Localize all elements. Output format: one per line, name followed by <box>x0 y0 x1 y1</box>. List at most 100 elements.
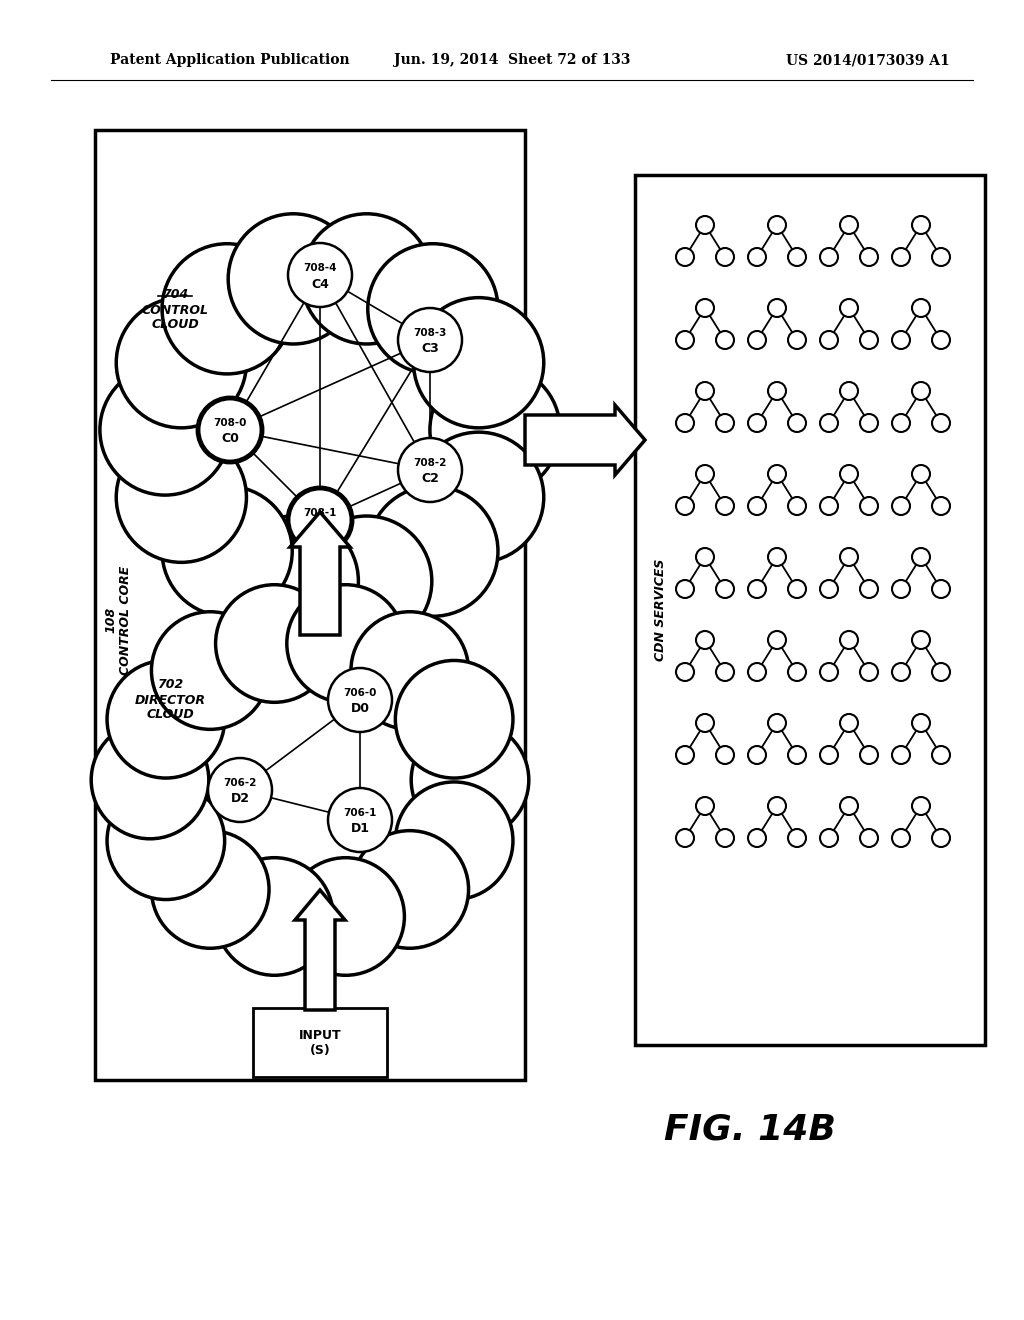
Circle shape <box>932 248 950 267</box>
Circle shape <box>748 331 766 348</box>
Circle shape <box>748 414 766 432</box>
Circle shape <box>932 579 950 598</box>
Circle shape <box>328 788 392 851</box>
Circle shape <box>216 858 333 975</box>
Circle shape <box>716 579 734 598</box>
Circle shape <box>216 585 333 702</box>
Text: 708-2: 708-2 <box>414 458 446 469</box>
Circle shape <box>840 797 858 814</box>
Circle shape <box>840 465 858 483</box>
Circle shape <box>716 414 734 432</box>
Circle shape <box>840 714 858 733</box>
Circle shape <box>716 248 734 267</box>
FancyArrow shape <box>295 890 345 1010</box>
Circle shape <box>820 746 838 764</box>
Circle shape <box>932 498 950 515</box>
Circle shape <box>860 498 878 515</box>
Circle shape <box>820 414 838 432</box>
Circle shape <box>748 248 766 267</box>
Circle shape <box>768 797 786 814</box>
Circle shape <box>696 631 714 649</box>
Circle shape <box>892 829 910 847</box>
Circle shape <box>117 432 247 562</box>
Circle shape <box>302 516 432 647</box>
Circle shape <box>152 830 269 948</box>
Circle shape <box>696 381 714 400</box>
Circle shape <box>860 829 878 847</box>
Circle shape <box>768 714 786 733</box>
Circle shape <box>788 331 806 348</box>
Circle shape <box>414 432 544 562</box>
Circle shape <box>912 631 930 649</box>
Circle shape <box>788 579 806 598</box>
Ellipse shape <box>173 282 486 577</box>
Circle shape <box>302 214 432 345</box>
Circle shape <box>820 331 838 348</box>
Circle shape <box>912 548 930 566</box>
Circle shape <box>788 663 806 681</box>
Circle shape <box>208 758 272 822</box>
Circle shape <box>108 781 224 899</box>
Circle shape <box>676 829 694 847</box>
Circle shape <box>840 300 858 317</box>
Circle shape <box>398 438 462 502</box>
Circle shape <box>288 488 352 552</box>
Circle shape <box>912 714 930 733</box>
Circle shape <box>768 381 786 400</box>
Circle shape <box>696 300 714 317</box>
Circle shape <box>287 585 404 702</box>
Circle shape <box>820 829 838 847</box>
Text: C3: C3 <box>421 342 439 355</box>
Circle shape <box>117 297 247 428</box>
Circle shape <box>91 721 209 838</box>
Circle shape <box>932 663 950 681</box>
Circle shape <box>716 331 734 348</box>
Circle shape <box>368 486 498 616</box>
Circle shape <box>198 399 262 462</box>
Text: 708-1: 708-1 <box>303 508 337 517</box>
Text: C1: C1 <box>311 523 329 536</box>
Circle shape <box>860 331 878 348</box>
Circle shape <box>676 331 694 348</box>
Circle shape <box>768 300 786 317</box>
Circle shape <box>788 829 806 847</box>
Text: C0: C0 <box>221 433 239 446</box>
Text: 706-2: 706-2 <box>223 777 257 788</box>
Text: C2: C2 <box>421 473 439 486</box>
Text: D1: D1 <box>350 822 370 836</box>
Circle shape <box>860 579 878 598</box>
Circle shape <box>152 611 269 730</box>
Circle shape <box>892 414 910 432</box>
Text: C4: C4 <box>311 277 329 290</box>
Circle shape <box>696 797 714 814</box>
Circle shape <box>676 498 694 515</box>
Circle shape <box>788 248 806 267</box>
Circle shape <box>412 721 528 838</box>
Circle shape <box>860 248 878 267</box>
Circle shape <box>696 548 714 566</box>
Circle shape <box>932 746 950 764</box>
Circle shape <box>912 300 930 317</box>
Circle shape <box>328 668 392 733</box>
FancyBboxPatch shape <box>95 129 525 1080</box>
Circle shape <box>696 465 714 483</box>
Text: 708-4: 708-4 <box>303 263 337 273</box>
Circle shape <box>912 465 930 483</box>
Text: 108
CONTROL CORE: 108 CONTROL CORE <box>104 565 132 675</box>
Circle shape <box>892 746 910 764</box>
Circle shape <box>840 216 858 234</box>
Circle shape <box>696 714 714 733</box>
Circle shape <box>768 216 786 234</box>
Circle shape <box>892 498 910 515</box>
Circle shape <box>108 660 224 777</box>
Circle shape <box>716 498 734 515</box>
Circle shape <box>820 498 838 515</box>
Circle shape <box>162 244 292 374</box>
Circle shape <box>892 663 910 681</box>
Circle shape <box>716 829 734 847</box>
Circle shape <box>676 248 694 267</box>
Ellipse shape <box>158 647 462 913</box>
Circle shape <box>892 248 910 267</box>
Text: 704
CONTROL
CLOUD: 704 CONTROL CLOUD <box>141 289 209 331</box>
Circle shape <box>395 781 513 899</box>
